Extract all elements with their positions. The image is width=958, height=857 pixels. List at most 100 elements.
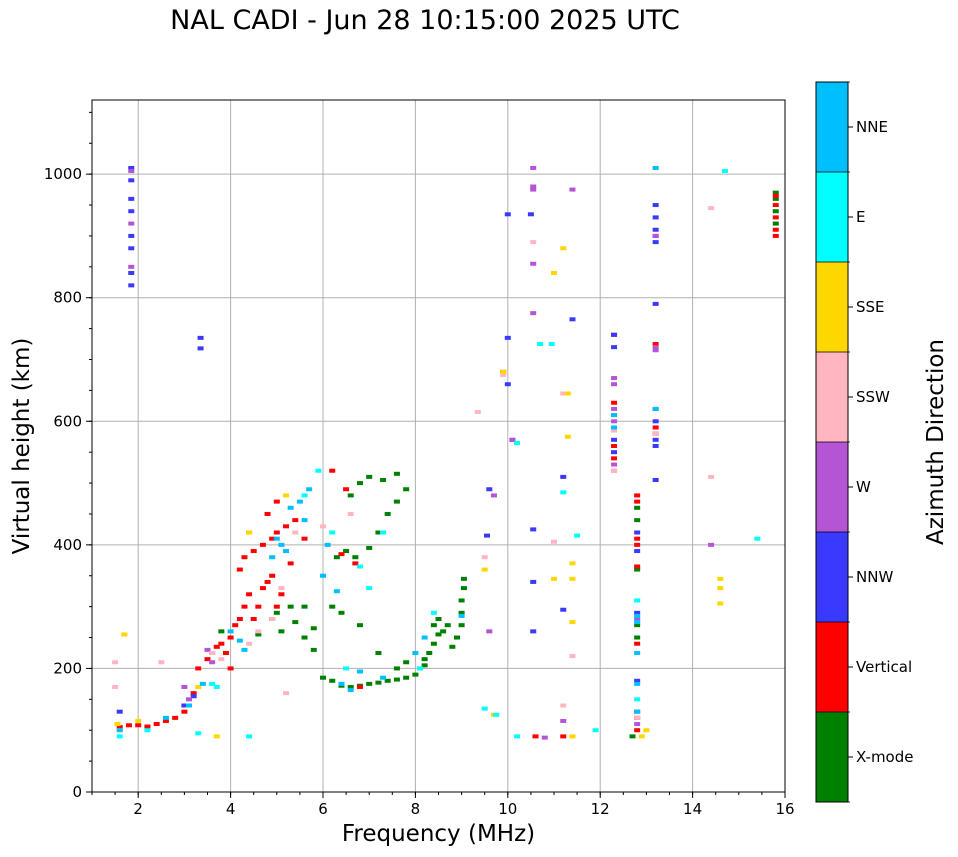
data-point <box>717 586 724 591</box>
data-point <box>380 675 387 680</box>
data-point <box>227 629 234 634</box>
data-point <box>611 425 618 430</box>
data-point <box>112 660 119 665</box>
data-point <box>569 620 576 625</box>
data-point <box>481 555 488 560</box>
data-point <box>222 650 229 655</box>
data-point <box>530 579 537 584</box>
colorbar-tick-label: SSE <box>856 298 885 316</box>
data-point <box>652 301 659 306</box>
series-sse <box>114 246 724 739</box>
data-point <box>236 638 243 643</box>
data-point <box>634 623 641 628</box>
data-point <box>306 487 313 492</box>
data-point <box>449 644 456 649</box>
data-point <box>329 678 336 683</box>
data-point <box>135 718 142 723</box>
data-point <box>121 632 128 637</box>
data-point <box>634 681 641 686</box>
data-point <box>634 722 641 727</box>
data-point <box>204 657 211 662</box>
data-point <box>537 342 544 347</box>
data-point <box>273 499 280 504</box>
x-tick-label: 6 <box>318 800 328 818</box>
data-point <box>634 641 641 646</box>
colorbar-segment <box>816 262 848 352</box>
data-point <box>652 240 659 245</box>
data-point <box>301 536 308 541</box>
data-point <box>287 561 294 566</box>
data-point <box>504 212 511 217</box>
y-axis: 0 200 400 600 800 1000 <box>44 111 92 801</box>
data-point <box>273 604 280 609</box>
data-point <box>634 728 641 733</box>
data-point <box>708 542 715 547</box>
x-tick-label: 14 <box>683 800 702 818</box>
data-point <box>366 545 373 550</box>
data-point <box>611 419 618 424</box>
data-point <box>366 681 373 686</box>
data-point <box>116 725 123 730</box>
data-point <box>569 561 576 566</box>
data-point <box>278 542 285 547</box>
series-e <box>116 169 761 739</box>
y-tick-label: 600 <box>53 412 82 430</box>
colorbar-segment <box>816 352 848 442</box>
data-point <box>204 647 211 652</box>
data-point <box>283 493 290 498</box>
data-point <box>611 406 618 411</box>
data-point <box>564 391 571 396</box>
data-point <box>772 193 779 198</box>
data-point <box>347 684 354 689</box>
data-point <box>128 233 135 238</box>
data-point <box>190 691 197 696</box>
data-point <box>504 382 511 387</box>
data-point <box>560 718 567 723</box>
y-tick-label: 0 <box>72 783 82 801</box>
data-point <box>652 444 659 448</box>
data-point <box>236 617 243 621</box>
data-point <box>458 623 465 628</box>
data-point <box>504 335 511 340</box>
data-point <box>343 549 350 554</box>
data-point <box>320 573 326 578</box>
colorbar-segment <box>816 82 848 172</box>
chart-title: NAL CADI - Jun 28 10:15:00 2025 UTC <box>170 5 680 36</box>
data-point <box>128 246 135 251</box>
colorbar-segment <box>816 442 848 532</box>
data-point <box>652 419 659 424</box>
data-point <box>356 669 363 674</box>
data-point <box>652 345 659 350</box>
data-point <box>634 549 641 554</box>
data-point <box>458 598 465 603</box>
data-point <box>329 604 336 609</box>
data-point <box>530 261 537 266</box>
data-point <box>634 542 641 547</box>
data-point <box>213 644 220 649</box>
data-point <box>278 586 285 591</box>
data-point <box>481 706 488 711</box>
colorbar-tick-label: X-mode <box>856 748 913 766</box>
y-tick-label: 400 <box>53 536 82 554</box>
data-point <box>255 629 262 634</box>
data-point <box>255 604 262 609</box>
data-point <box>116 728 123 733</box>
series-ssw <box>112 206 715 720</box>
colorbar-tick-label: NNE <box>856 118 888 136</box>
data-point <box>460 586 467 591</box>
data-point <box>352 561 359 566</box>
data-point <box>190 694 197 699</box>
data-point <box>273 610 280 615</box>
data-point <box>292 620 299 625</box>
data-point <box>514 440 521 445</box>
colorbar-tick-label: Vertical <box>856 658 912 676</box>
data-point <box>530 311 537 316</box>
data-point <box>444 623 451 628</box>
data-point <box>458 613 465 618</box>
data-point <box>333 589 340 594</box>
data-point <box>500 369 507 374</box>
data-point <box>195 684 202 689</box>
data-point <box>338 552 345 557</box>
data-point <box>541 735 548 740</box>
data-point <box>611 413 618 418</box>
